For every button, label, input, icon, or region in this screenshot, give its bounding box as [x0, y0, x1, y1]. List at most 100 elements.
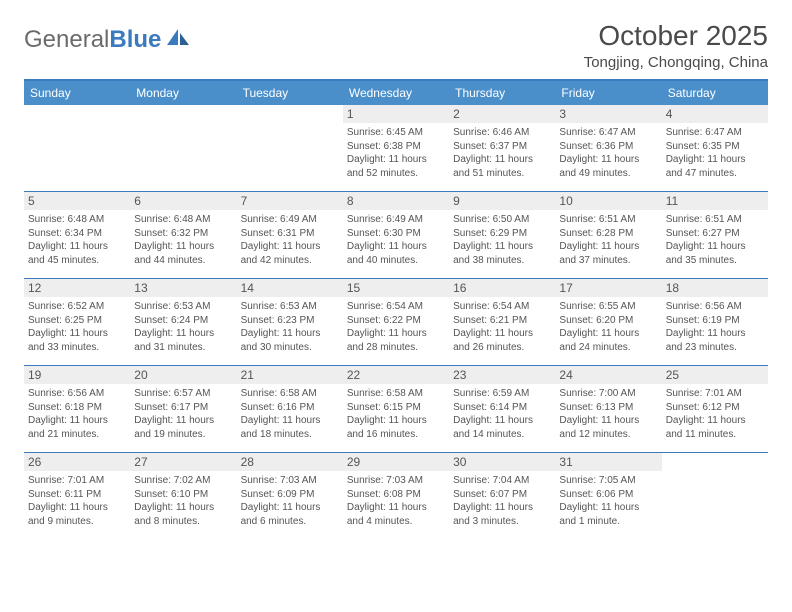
day-header-cell: Wednesday	[343, 81, 449, 105]
day-cell: 19Sunrise: 6:56 AMSunset: 6:18 PMDayligh…	[24, 366, 130, 452]
daylight-text: and 11 minutes.	[666, 428, 764, 442]
daylight-text: and 12 minutes.	[559, 428, 657, 442]
daylight-text: and 47 minutes.	[666, 167, 764, 181]
daylight-text: and 8 minutes.	[134, 515, 232, 529]
sunrise-text: Sunrise: 6:47 AM	[559, 126, 657, 140]
day-number	[662, 453, 768, 471]
daylight-text: Daylight: 11 hours	[347, 327, 445, 341]
day-number: 24	[555, 366, 661, 384]
day-cell: 15Sunrise: 6:54 AMSunset: 6:22 PMDayligh…	[343, 279, 449, 365]
sunset-text: Sunset: 6:38 PM	[347, 140, 445, 154]
daylight-text: and 38 minutes.	[453, 254, 551, 268]
daylight-text: Daylight: 11 hours	[559, 414, 657, 428]
day-cell: 4Sunrise: 6:47 AMSunset: 6:35 PMDaylight…	[662, 105, 768, 191]
day-number: 11	[662, 192, 768, 210]
day-cell: 9Sunrise: 6:50 AMSunset: 6:29 PMDaylight…	[449, 192, 555, 278]
day-cell: 18Sunrise: 6:56 AMSunset: 6:19 PMDayligh…	[662, 279, 768, 365]
week-row: 1Sunrise: 6:45 AMSunset: 6:38 PMDaylight…	[24, 105, 768, 192]
day-cell: 14Sunrise: 6:53 AMSunset: 6:23 PMDayligh…	[237, 279, 343, 365]
daylight-text: and 19 minutes.	[134, 428, 232, 442]
daylight-text: Daylight: 11 hours	[453, 414, 551, 428]
sunset-text: Sunset: 6:08 PM	[347, 488, 445, 502]
day-number: 6	[130, 192, 236, 210]
daylight-text: and 18 minutes.	[241, 428, 339, 442]
day-number: 16	[449, 279, 555, 297]
day-number: 21	[237, 366, 343, 384]
day-number: 31	[555, 453, 661, 471]
logo-text: GeneralBlue	[24, 26, 161, 54]
daylight-text: Daylight: 11 hours	[666, 327, 764, 341]
daylight-text: Daylight: 11 hours	[28, 240, 126, 254]
daylight-text: and 24 minutes.	[559, 341, 657, 355]
sunset-text: Sunset: 6:09 PM	[241, 488, 339, 502]
daylight-text: and 3 minutes.	[453, 515, 551, 529]
daylight-text: Daylight: 11 hours	[241, 327, 339, 341]
day-cell: 20Sunrise: 6:57 AMSunset: 6:17 PMDayligh…	[130, 366, 236, 452]
daylight-text: Daylight: 11 hours	[241, 240, 339, 254]
daylight-text: Daylight: 11 hours	[134, 414, 232, 428]
daylight-text: Daylight: 11 hours	[559, 327, 657, 341]
daylight-text: Daylight: 11 hours	[453, 501, 551, 515]
day-number: 13	[130, 279, 236, 297]
sunrise-text: Sunrise: 6:56 AM	[666, 300, 764, 314]
daylight-text: and 16 minutes.	[347, 428, 445, 442]
sunrise-text: Sunrise: 6:57 AM	[134, 387, 232, 401]
week-row: 12Sunrise: 6:52 AMSunset: 6:25 PMDayligh…	[24, 279, 768, 366]
day-header-cell: Tuesday	[237, 81, 343, 105]
day-cell: 30Sunrise: 7:04 AMSunset: 6:07 PMDayligh…	[449, 453, 555, 539]
day-cell: 8Sunrise: 6:49 AMSunset: 6:30 PMDaylight…	[343, 192, 449, 278]
daylight-text: Daylight: 11 hours	[241, 501, 339, 515]
daylight-text: Daylight: 11 hours	[347, 414, 445, 428]
daylight-text: and 37 minutes.	[559, 254, 657, 268]
daylight-text: and 26 minutes.	[453, 341, 551, 355]
sunrise-text: Sunrise: 6:51 AM	[666, 213, 764, 227]
sunrise-text: Sunrise: 6:56 AM	[28, 387, 126, 401]
day-cell: 21Sunrise: 6:58 AMSunset: 6:16 PMDayligh…	[237, 366, 343, 452]
sunset-text: Sunset: 6:34 PM	[28, 227, 126, 241]
location: Tongjing, Chongqing, China	[584, 54, 768, 71]
sunrise-text: Sunrise: 6:55 AM	[559, 300, 657, 314]
daylight-text: Daylight: 11 hours	[28, 327, 126, 341]
day-number: 7	[237, 192, 343, 210]
day-cell: 1Sunrise: 6:45 AMSunset: 6:38 PMDaylight…	[343, 105, 449, 191]
day-cell: 23Sunrise: 6:59 AMSunset: 6:14 PMDayligh…	[449, 366, 555, 452]
day-number: 17	[555, 279, 661, 297]
daylight-text: Daylight: 11 hours	[134, 501, 232, 515]
day-number: 15	[343, 279, 449, 297]
day-cell	[662, 453, 768, 539]
daylight-text: and 1 minute.	[559, 515, 657, 529]
sunset-text: Sunset: 6:18 PM	[28, 401, 126, 415]
weeks-container: 1Sunrise: 6:45 AMSunset: 6:38 PMDaylight…	[24, 105, 768, 539]
sunrise-text: Sunrise: 6:59 AM	[453, 387, 551, 401]
sunrise-text: Sunrise: 6:49 AM	[347, 213, 445, 227]
daylight-text: Daylight: 11 hours	[134, 240, 232, 254]
sunset-text: Sunset: 6:21 PM	[453, 314, 551, 328]
day-number: 4	[662, 105, 768, 123]
day-number: 19	[24, 366, 130, 384]
daylight-text: Daylight: 11 hours	[666, 240, 764, 254]
day-header-cell: Monday	[130, 81, 236, 105]
daylight-text: Daylight: 11 hours	[241, 414, 339, 428]
week-row: 26Sunrise: 7:01 AMSunset: 6:11 PMDayligh…	[24, 453, 768, 539]
day-cell: 13Sunrise: 6:53 AMSunset: 6:24 PMDayligh…	[130, 279, 236, 365]
daylight-text: and 49 minutes.	[559, 167, 657, 181]
calendar: SundayMondayTuesdayWednesdayThursdayFrid…	[24, 79, 768, 539]
sunset-text: Sunset: 6:10 PM	[134, 488, 232, 502]
day-number: 26	[24, 453, 130, 471]
day-cell: 26Sunrise: 7:01 AMSunset: 6:11 PMDayligh…	[24, 453, 130, 539]
sunrise-text: Sunrise: 7:01 AM	[28, 474, 126, 488]
day-header-cell: Sunday	[24, 81, 130, 105]
logo: GeneralBlue	[24, 26, 191, 54]
day-number: 1	[343, 105, 449, 123]
day-cell: 2Sunrise: 6:46 AMSunset: 6:37 PMDaylight…	[449, 105, 555, 191]
day-number: 12	[24, 279, 130, 297]
daylight-text: and 45 minutes.	[28, 254, 126, 268]
day-number: 10	[555, 192, 661, 210]
day-number	[130, 105, 236, 123]
daylight-text: and 44 minutes.	[134, 254, 232, 268]
day-header-cell: Friday	[555, 81, 661, 105]
day-cell: 24Sunrise: 7:00 AMSunset: 6:13 PMDayligh…	[555, 366, 661, 452]
daylight-text: Daylight: 11 hours	[453, 327, 551, 341]
daylight-text: and 21 minutes.	[28, 428, 126, 442]
day-number: 27	[130, 453, 236, 471]
